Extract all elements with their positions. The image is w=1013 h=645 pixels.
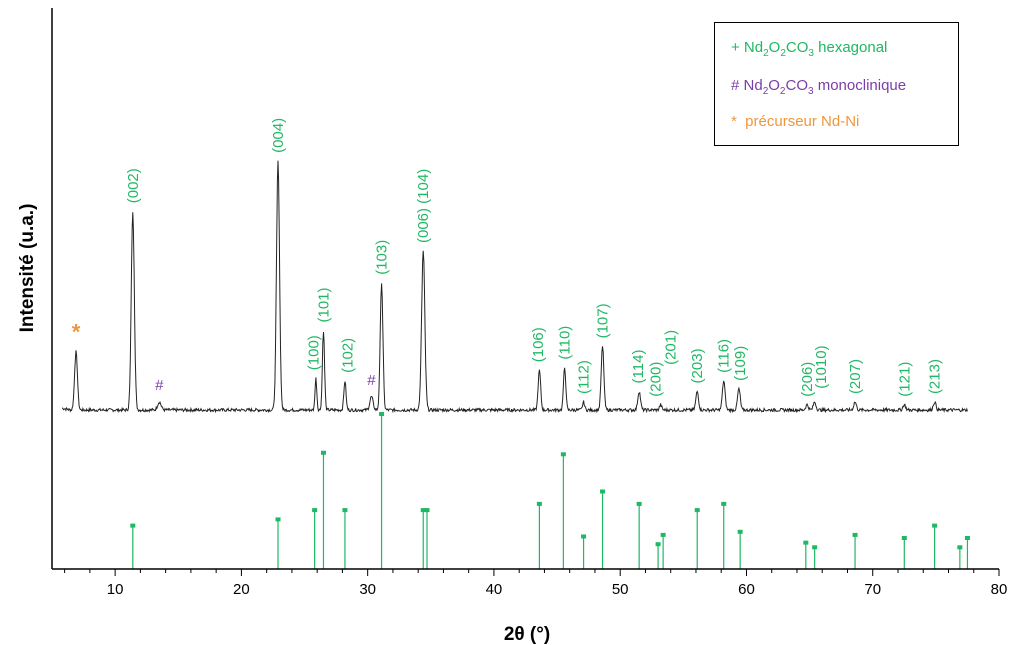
reference-line-cap xyxy=(957,545,963,550)
reference-line-cap xyxy=(536,501,542,506)
reference-line-cap xyxy=(560,452,566,457)
peak-label: (106) xyxy=(530,327,547,362)
peak-label: (110) xyxy=(557,326,574,360)
reference-line-cap xyxy=(812,545,818,550)
peak-label: (1010) xyxy=(813,345,830,388)
peak-label: (116) xyxy=(716,339,733,373)
y-axis-title: Intensité (u.a.) xyxy=(17,204,38,333)
legend-symbol-hash: # xyxy=(731,77,740,94)
peak-label: (002) xyxy=(125,168,142,203)
x-tick-label: 30 xyxy=(359,581,376,598)
axes: 10 20 30 40 50 60 70 80 xyxy=(51,8,1008,598)
reference-line-cap xyxy=(901,536,907,540)
peak-label: (207) xyxy=(847,359,864,394)
peak-label: (203) xyxy=(689,348,706,383)
peak-label: (102) xyxy=(339,338,356,373)
reference-line-cap xyxy=(312,508,318,513)
precursor-marker: * xyxy=(72,320,81,345)
peak-label: (109) xyxy=(732,346,749,381)
reference-line-cap xyxy=(932,523,938,528)
peak-label: (103) xyxy=(374,240,391,275)
reference-lines xyxy=(130,412,970,569)
legend-item-monoclinique: # Nd2O2CO3 monoclinique xyxy=(731,77,907,97)
reference-line-cap xyxy=(803,540,809,545)
diffraction-pattern-line xyxy=(62,160,968,414)
reference-line-cap xyxy=(737,529,743,534)
reference-line-cap xyxy=(636,501,642,506)
reference-line-cap xyxy=(655,542,661,547)
peak-label: (114) xyxy=(630,350,647,384)
x-tick-label: 60 xyxy=(738,581,755,598)
peak-label: (100) xyxy=(305,335,322,370)
legend-item-precurseur: * précurseur Nd-Ni xyxy=(731,113,860,130)
peak-label: (206) xyxy=(799,362,816,397)
x-tick-label: 20 xyxy=(233,581,250,598)
reference-line-cap xyxy=(420,508,426,513)
x-tick-label: 40 xyxy=(486,581,503,598)
x-tick-label: 80 xyxy=(991,581,1008,598)
reference-line-cap xyxy=(964,536,970,540)
reference-line-cap xyxy=(660,532,666,537)
reference-line-cap xyxy=(721,501,727,506)
reference-line-cap xyxy=(424,508,430,513)
legend-symbol-asterisk: * xyxy=(731,113,737,130)
monoclinic-marker: # xyxy=(367,372,376,389)
x-tick-label: 50 xyxy=(612,581,629,598)
reference-line-cap xyxy=(694,508,700,513)
reference-line-cap xyxy=(320,450,326,455)
reference-line-cap xyxy=(852,532,858,537)
reference-line-cap xyxy=(342,508,348,513)
x-tick-label: 70 xyxy=(864,581,881,598)
monoclinic-marker: # xyxy=(155,377,164,394)
legend-symbol-plus: + xyxy=(731,39,740,56)
reference-line-cap xyxy=(379,412,385,416)
x-axis-title: 2θ (°) xyxy=(504,624,550,645)
legend-item-hexagonal: + Nd2O2CO3 hexagonal xyxy=(731,39,888,59)
peak-label: (107) xyxy=(595,303,612,338)
reference-line-cap xyxy=(600,489,606,494)
reference-line-cap xyxy=(581,534,587,539)
legend: + Nd2O2CO3 hexagonal # Nd2O2CO3 monoclin… xyxy=(714,22,959,146)
peak-label: (201) xyxy=(663,330,680,365)
peak-label: (004) xyxy=(270,118,287,153)
peak-label: (200) xyxy=(648,362,665,397)
peak-label: (213) xyxy=(927,359,944,394)
reference-line-cap xyxy=(275,517,281,522)
reference-line-cap xyxy=(130,523,136,528)
x-tick-label: 10 xyxy=(107,581,124,598)
peak-labels: (002) (004) (100) (101) (102) (103) (006) (104… xyxy=(72,118,944,397)
peak-label: (121) xyxy=(896,362,913,397)
peak-label: (101) xyxy=(315,287,332,322)
peak-label: (112) xyxy=(576,360,593,394)
peak-label: (006) (104) xyxy=(415,169,432,243)
